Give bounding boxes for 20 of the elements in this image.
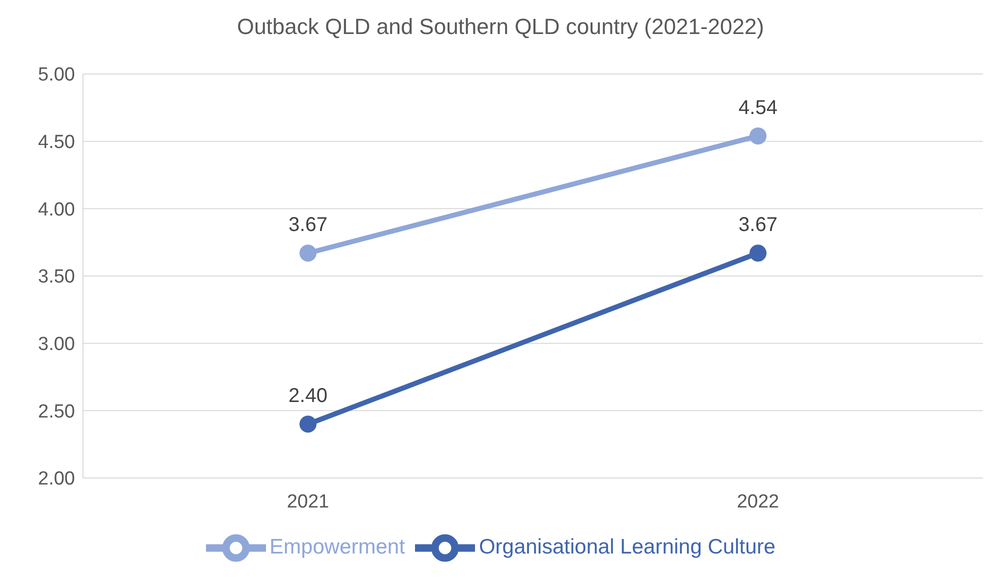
y-tick-label: 4.50 bbox=[38, 132, 75, 154]
data-label: 3.67 bbox=[288, 214, 328, 236]
y-tick-label: 4.00 bbox=[38, 199, 75, 220]
legend-label: Empowerment bbox=[270, 536, 405, 559]
point bbox=[750, 244, 766, 262]
y-tick-label: 5.00 bbox=[38, 64, 75, 86]
y-tick-label: 2.50 bbox=[38, 401, 75, 422]
chart-title: Outback QLD and Southern QLD country (2021-2022) bbox=[236, 13, 766, 41]
point bbox=[300, 244, 316, 262]
point bbox=[750, 127, 766, 144]
data-label: 2.40 bbox=[288, 385, 328, 408]
x-tick-label: 2021 bbox=[286, 491, 330, 512]
x-tick-label: 2022 bbox=[736, 491, 780, 512]
legend-label: Organisational Learning Culture bbox=[478, 536, 776, 559]
data-label: 4.54 bbox=[738, 96, 778, 119]
data-label: 3.67 bbox=[738, 214, 778, 236]
y-tick-label: 3.00 bbox=[38, 334, 75, 356]
y-tick-label: 3.50 bbox=[38, 266, 75, 288]
point bbox=[300, 416, 316, 433]
y-tick-label: 2.00 bbox=[38, 468, 75, 490]
